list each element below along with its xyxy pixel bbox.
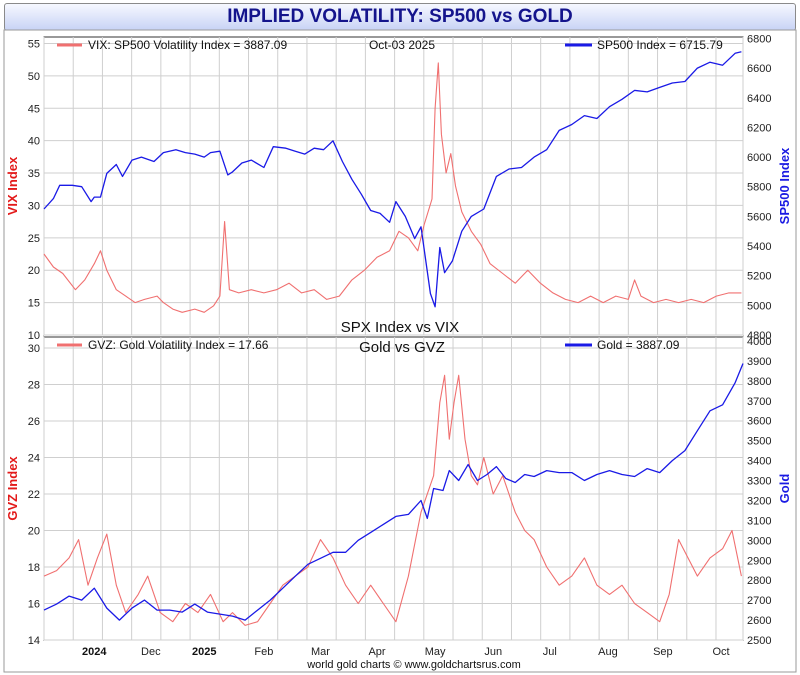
upper-right-tick-label: 6200 — [747, 122, 771, 134]
upper-left-tick-label: 40 — [28, 136, 40, 148]
x-tick-label-sep: Sep — [653, 646, 673, 658]
lower-right-tick-label: 3800 — [747, 376, 771, 388]
upper-left-tick-label: 10 — [28, 330, 40, 342]
lower-left-tick-label: 16 — [28, 598, 40, 610]
lower-right-tick-label: 3900 — [747, 356, 771, 368]
lower-legend-red-label: GVZ: Gold Volatility Index = 17.66 — [88, 338, 269, 352]
lower-right-tick-label: 2800 — [747, 575, 771, 587]
lower-left-tick-label: 18 — [28, 562, 40, 574]
lower-right-tick-label: 2900 — [747, 555, 771, 567]
lower-right-tick-label: 3000 — [747, 535, 771, 547]
lower-left-tick-label: 30 — [28, 343, 40, 355]
lower-right-tick-label: 3300 — [747, 476, 771, 488]
x-tick-label-aug: Aug — [598, 646, 618, 658]
upper-right-axis-label: SP500 Index — [777, 147, 792, 224]
date-label: Oct-03 2025 — [369, 38, 435, 52]
x-tick-label-feb: Feb — [254, 646, 273, 658]
upper-right-tick-label: 4800 — [747, 330, 771, 342]
upper-right-tick-label: 5400 — [747, 241, 771, 253]
upper-series-red-line — [43, 62, 742, 313]
chart-title: IMPLIED VOLATILITY: SP500 vs GOLD — [4, 3, 796, 31]
x-tick-label-2024: 2024 — [82, 646, 107, 658]
lower-series-red-line — [43, 374, 742, 626]
x-tick-label-may: May — [425, 646, 446, 658]
lower-left-tick-label: 28 — [28, 379, 40, 391]
lower-subtitle: Gold vs GVZ — [359, 339, 445, 356]
upper-series-blue-line — [43, 51, 742, 308]
lower-right-tick-label: 3400 — [747, 456, 771, 468]
x-tick-label-jul: Jul — [543, 646, 557, 658]
upper-right-tick-label: 6800 — [747, 33, 771, 45]
lower-right-tick-label: 3200 — [747, 495, 771, 507]
upper-right-tick-label: 6600 — [747, 63, 771, 75]
lower-left-tick-label: 26 — [28, 416, 40, 428]
upper-left-tick-label: 35 — [28, 168, 40, 180]
lower-right-tick-label: 2700 — [747, 595, 771, 607]
upper-left-tick-label: 20 — [28, 265, 40, 277]
lower-left-tick-label: 20 — [28, 525, 40, 537]
lower-series-blue-line — [43, 363, 744, 621]
upper-right-tick-label: 6000 — [747, 152, 771, 164]
lower-legend-blue-label: Gold = 3887.09 — [597, 338, 680, 352]
upper-left-axis-label: VIX Index — [5, 156, 20, 215]
upper-left-tick-label: 25 — [28, 233, 40, 245]
lower-panel — [43, 336, 744, 641]
upper-right-tick-label: 5200 — [747, 271, 771, 283]
upper-left-tick-label: 15 — [28, 298, 40, 310]
upper-legend-blue-label: SP500 Index = 6715.79 — [597, 38, 723, 52]
upper-right-tick-label: 5600 — [747, 211, 771, 223]
upper-legend-red-label: VIX: SP500 Volatility Index = 3887.09 — [88, 38, 287, 52]
lower-left-tick-label: 24 — [28, 452, 40, 464]
x-tick-label-dec: Dec — [141, 646, 161, 658]
upper-subtitle: SPX Index vs VIX — [341, 319, 459, 336]
lower-right-tick-label: 4000 — [747, 336, 771, 348]
lower-left-axis-label: GVZ Index — [5, 456, 20, 521]
x-tick-label-oct: Oct — [712, 646, 729, 658]
x-tick-label-mar: Mar — [311, 646, 330, 658]
upper-left-tick-label: 50 — [28, 71, 40, 83]
lower-left-tick-label: 14 — [28, 635, 40, 647]
lower-left-tick-label: 22 — [28, 489, 40, 501]
upper-left-tick-label: 30 — [28, 200, 40, 212]
x-tick-label-2025: 2025 — [192, 646, 216, 658]
lower-right-tick-label: 3100 — [747, 515, 771, 527]
footer-credit: world gold charts © www.goldchartsrus.co… — [306, 659, 521, 671]
upper-right-tick-label: 5000 — [747, 300, 771, 312]
lower-right-tick-label: 3700 — [747, 396, 771, 408]
upper-left-tick-label: 45 — [28, 103, 40, 115]
lower-right-tick-label: 3500 — [747, 436, 771, 448]
lower-right-axis-label: Gold — [777, 474, 792, 504]
upper-right-tick-label: 6400 — [747, 93, 771, 105]
lower-right-tick-label: 2500 — [747, 635, 771, 647]
upper-right-tick-label: 5800 — [747, 182, 771, 194]
lower-right-tick-label: 3600 — [747, 416, 771, 428]
x-tick-label-apr: Apr — [368, 646, 385, 658]
x-tick-label-jun: Jun — [484, 646, 502, 658]
upper-left-tick-label: 55 — [28, 38, 40, 50]
lower-right-tick-label: 2600 — [747, 615, 771, 627]
